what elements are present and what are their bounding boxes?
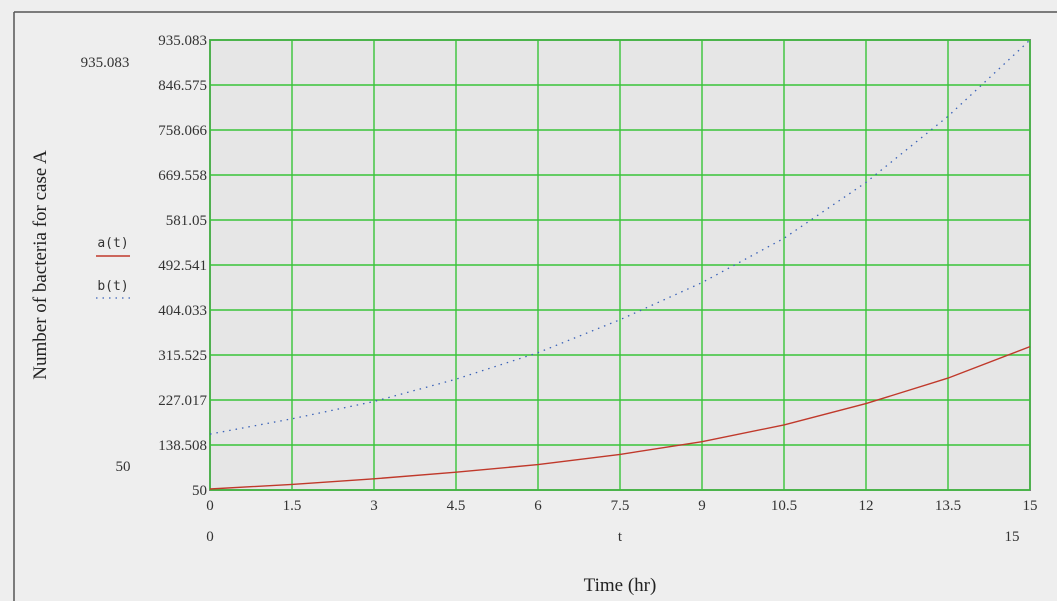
x-tick-label: 6 <box>534 498 542 514</box>
legend-label-a: a(t) <box>97 236 128 251</box>
y-tick-label: 138.508 <box>158 438 207 454</box>
y-tick-label: 935.083 <box>158 33 207 49</box>
y-tick-label: 669.558 <box>158 168 207 184</box>
y-range-min-label: 50 <box>116 459 131 475</box>
y-axis-title: Number of bacteria for case A <box>30 150 51 380</box>
y-tick-label: 492.541 <box>158 258 207 274</box>
y-tick-label: 50 <box>192 483 207 499</box>
legend-label-b: b(t) <box>97 279 128 294</box>
x-range-max-label: 15 <box>1005 529 1020 545</box>
x-tick-label: 4.5 <box>447 498 466 514</box>
y-tick-label: 315.525 <box>158 348 207 364</box>
x-tick-label: 15 <box>1023 498 1038 514</box>
x-variable-label: t <box>618 529 623 545</box>
x-tick-label: 7.5 <box>611 498 630 514</box>
grid-lines <box>209 39 1031 491</box>
y-tick-label: 227.017 <box>158 393 207 409</box>
x-tick-label: 10.5 <box>771 498 797 514</box>
x-tick-label: 1.5 <box>283 498 302 514</box>
y-tick-label: 846.575 <box>158 78 207 94</box>
x-tick-label: 3 <box>370 498 378 514</box>
y-tick-label: 758.066 <box>158 123 207 139</box>
series-a-line <box>209 345 1031 490</box>
series-layer <box>209 39 1031 490</box>
y-range-max-label: 935.083 <box>81 55 130 71</box>
legend: a(t) b(t) <box>96 236 130 299</box>
y-tick-label: 404.033 <box>158 303 207 319</box>
x-tick-label: 12 <box>859 498 874 514</box>
x-tick-label: 13.5 <box>935 498 961 514</box>
x-range-min-label: 0 <box>206 529 214 545</box>
x-tick-label: 0 <box>206 498 214 514</box>
tick-labels: 50 138.508 227.017 315.525 404.033 492.541 581… <box>158 33 1037 514</box>
x-axis-title: Time (hr) <box>584 575 657 596</box>
x-tick-label: 9 <box>698 498 706 514</box>
y-tick-label: 581.05 <box>166 213 207 229</box>
